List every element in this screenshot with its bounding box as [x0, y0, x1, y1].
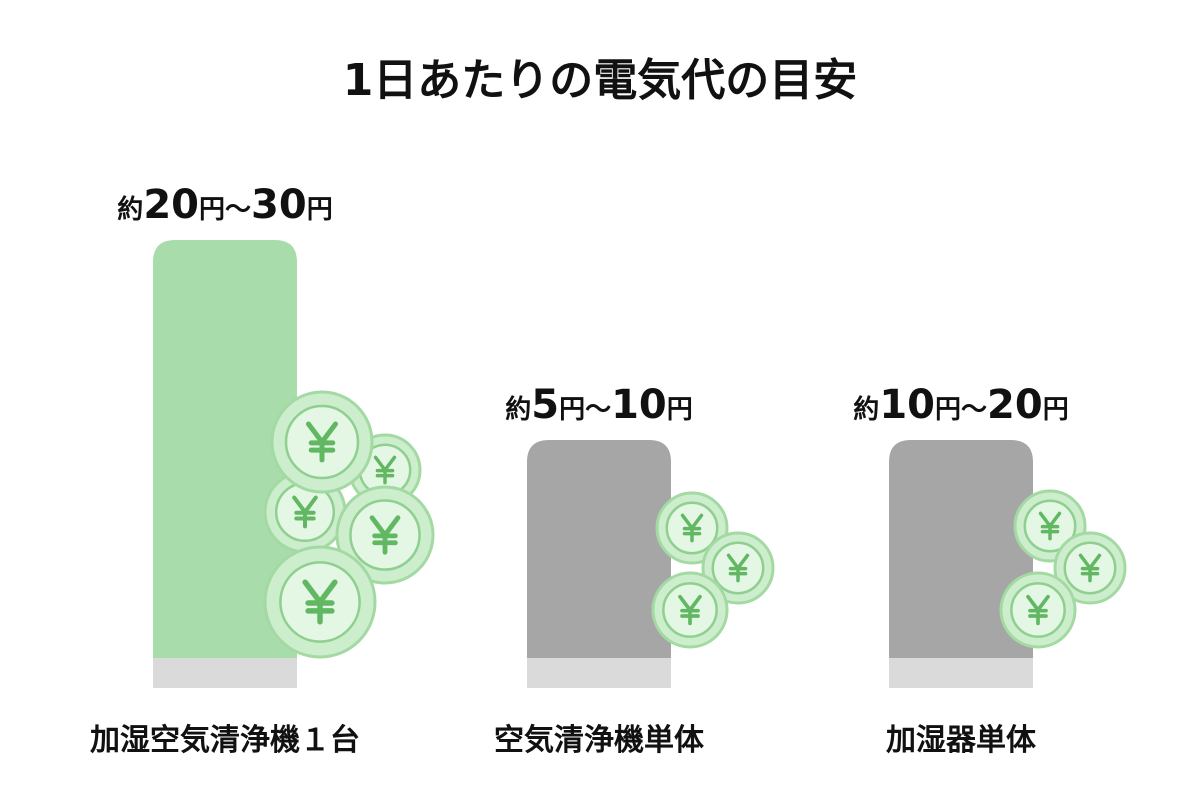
- yen-icon: [678, 594, 702, 626]
- price-part: 20: [987, 382, 1043, 428]
- item-label: 空気清浄機単体: [494, 723, 705, 758]
- price-part: 円: [307, 195, 333, 225]
- title: 1日あたりの電気代の目安: [343, 55, 858, 106]
- price-part: 〜: [961, 395, 987, 425]
- yen-icon: [1078, 553, 1102, 583]
- coin: [701, 531, 775, 605]
- yen-icon: [680, 513, 704, 543]
- coin: [1053, 531, 1127, 605]
- price-part: 円: [199, 195, 225, 225]
- coin: [335, 485, 435, 585]
- price: 約20円〜30円: [117, 182, 332, 228]
- yen-icon: [306, 421, 338, 463]
- price-part: 10: [611, 382, 667, 428]
- price-part: 円: [667, 395, 693, 425]
- bar-base: [889, 658, 1033, 688]
- yen-icon: [369, 515, 401, 555]
- coin: [270, 390, 374, 494]
- price: 約10円〜20円: [853, 382, 1068, 428]
- bar: [889, 440, 1033, 688]
- coin: [651, 571, 729, 649]
- price-part: 約: [853, 394, 879, 425]
- bar-base: [527, 658, 671, 688]
- coin: [999, 571, 1077, 649]
- price: 約5円〜10円: [505, 382, 693, 428]
- price-part: 30: [251, 182, 307, 228]
- bar: [527, 440, 671, 688]
- price-part: 5: [531, 382, 559, 428]
- yen-icon: [292, 495, 318, 529]
- yen-icon: [1026, 594, 1050, 626]
- price-part: 10: [879, 382, 935, 428]
- coin: [263, 545, 377, 659]
- price-part: 円: [935, 395, 961, 425]
- yen-icon: [1038, 511, 1062, 541]
- item-label: 加湿空気清浄機１台: [90, 723, 360, 758]
- price-part: 円: [559, 395, 585, 425]
- price-part: 〜: [225, 195, 251, 225]
- yen-icon: [726, 553, 750, 583]
- yen-icon: [373, 455, 397, 485]
- price-part: 20: [143, 182, 199, 228]
- item-label: 加湿器単体: [886, 723, 1037, 758]
- price-part: 約: [117, 194, 143, 225]
- price-part: 円: [1043, 395, 1069, 425]
- price-part: 〜: [585, 395, 611, 425]
- bar: [153, 240, 297, 688]
- bar-base: [153, 658, 297, 688]
- price-part: 約: [505, 394, 531, 425]
- yen-icon: [302, 579, 338, 625]
